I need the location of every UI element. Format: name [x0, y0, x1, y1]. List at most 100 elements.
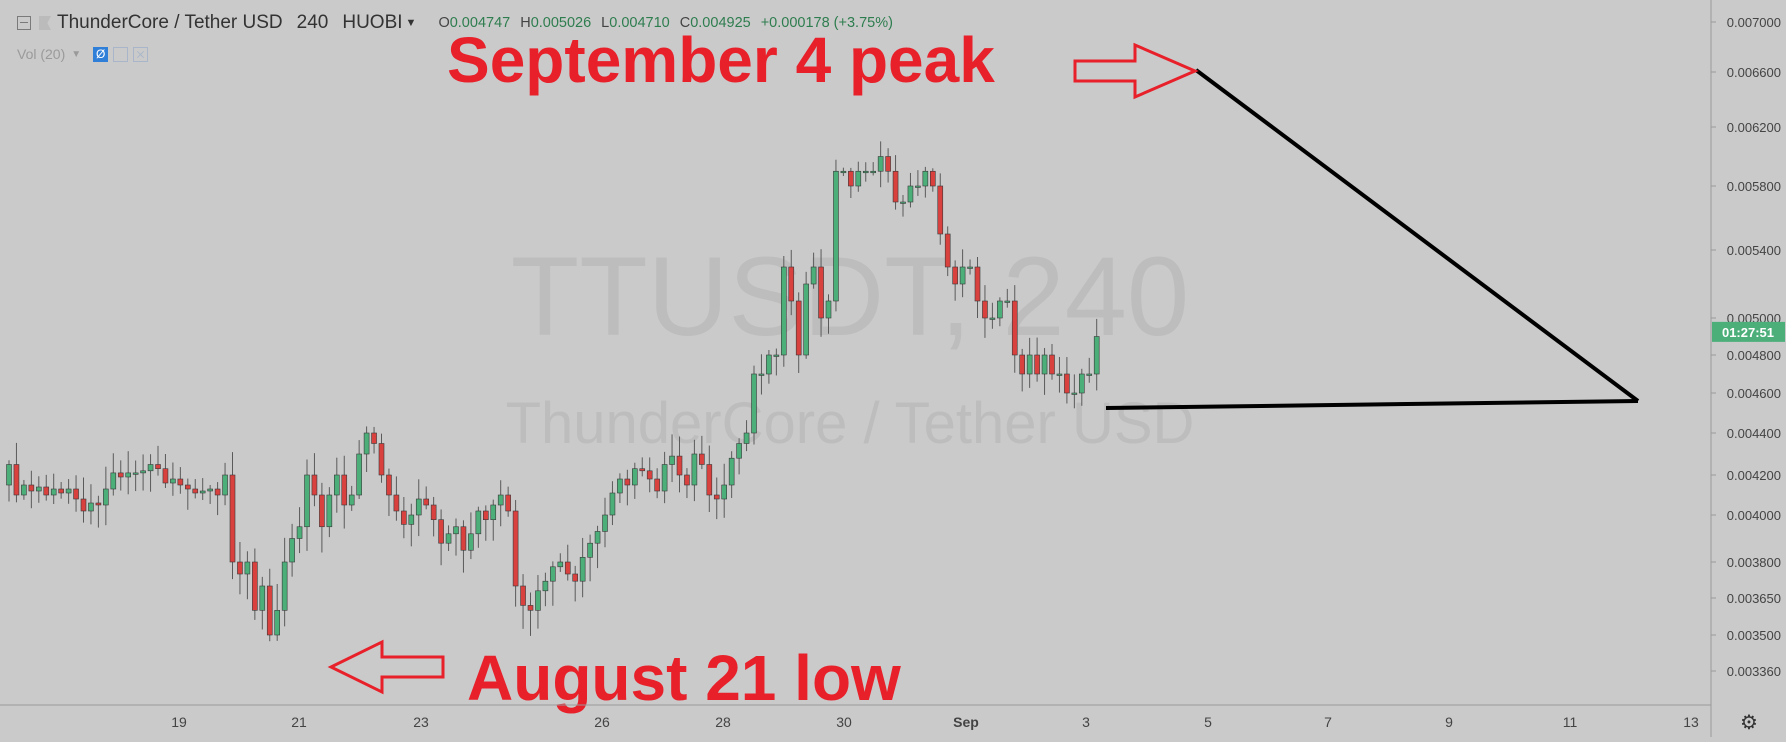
candle-body[interactable]	[80, 498, 87, 512]
candle-body[interactable]	[21, 484, 27, 496]
candle-body[interactable]	[855, 170, 862, 187]
candle-body[interactable]	[840, 170, 847, 174]
candle-body[interactable]	[669, 455, 675, 465]
candle-body[interactable]	[728, 457, 735, 486]
candle-body[interactable]	[959, 266, 966, 285]
candle-body[interactable]	[192, 488, 199, 494]
candle-body[interactable]	[155, 464, 161, 469]
candle-body[interactable]	[1041, 354, 1048, 375]
candle-body[interactable]	[58, 488, 64, 494]
candle-body[interactable]	[877, 156, 884, 172]
candle-body[interactable]	[50, 488, 57, 496]
candle-body[interactable]	[162, 468, 169, 484]
candle-body[interactable]	[527, 605, 534, 611]
candle-body[interactable]	[929, 170, 936, 187]
candle-body[interactable]	[356, 453, 362, 496]
candle-body[interactable]	[870, 170, 877, 174]
candle-body[interactable]	[371, 432, 377, 444]
candle-body[interactable]	[43, 486, 50, 496]
candle-body[interactable]	[177, 478, 184, 486]
candle-body[interactable]	[363, 432, 370, 455]
candle-body[interactable]	[974, 266, 981, 302]
candle-body[interactable]	[594, 531, 601, 544]
candle-body[interactable]	[818, 266, 824, 319]
candle-body[interactable]	[706, 464, 713, 496]
candle-body[interactable]	[1064, 373, 1070, 394]
candle-body[interactable]	[1093, 336, 1100, 375]
candle-body[interactable]	[88, 502, 94, 512]
candle-body[interactable]	[244, 561, 251, 575]
candle-body[interactable]	[453, 526, 459, 535]
candle-body[interactable]	[952, 266, 958, 285]
candle-body[interactable]	[937, 185, 944, 235]
candle-body[interactable]	[967, 266, 973, 269]
candle-body[interactable]	[997, 300, 1003, 319]
candle-body[interactable]	[773, 354, 780, 357]
close-icon[interactable]	[133, 46, 149, 62]
candle-body[interactable]	[348, 494, 355, 506]
candle-body[interactable]	[185, 484, 191, 490]
candle-body[interactable]	[699, 453, 705, 465]
candle-body[interactable]	[311, 474, 318, 496]
candle-body[interactable]	[743, 432, 750, 444]
candle-body[interactable]	[408, 514, 415, 525]
candle-body[interactable]	[833, 170, 839, 302]
candle-body[interactable]	[579, 556, 586, 582]
candle-body[interactable]	[542, 580, 549, 592]
candle-body[interactable]	[445, 533, 452, 544]
candle-body[interactable]	[296, 526, 303, 539]
candle-body[interactable]	[110, 472, 117, 490]
candle-body[interactable]	[572, 573, 579, 582]
candle-body[interactable]	[490, 504, 497, 520]
candle-body[interactable]	[691, 453, 698, 486]
candle-body[interactable]	[982, 300, 988, 319]
candle-body[interactable]	[892, 170, 899, 203]
candle-body[interactable]	[170, 478, 176, 484]
candle-body[interactable]	[266, 585, 273, 636]
candle-body[interactable]	[915, 185, 921, 188]
candle-body[interactable]	[497, 494, 504, 506]
candle-body[interactable]	[1079, 373, 1085, 394]
candle-body[interactable]	[564, 561, 571, 575]
candle-body[interactable]	[795, 300, 802, 356]
candle-body[interactable]	[780, 266, 787, 356]
candle-body[interactable]	[557, 561, 564, 568]
candle-body[interactable]	[229, 474, 236, 563]
candle-body[interactable]	[140, 470, 146, 474]
candle-body[interactable]	[1034, 354, 1040, 375]
candle-body[interactable]	[415, 498, 422, 516]
candle-body[interactable]	[900, 201, 906, 204]
candle-body[interactable]	[535, 590, 541, 611]
candle-body[interactable]	[825, 300, 832, 319]
candle-body[interactable]	[378, 443, 385, 476]
candle-body[interactable]	[252, 561, 258, 611]
settings-icon[interactable]	[113, 46, 129, 62]
candle-body[interactable]	[758, 373, 765, 376]
candle-body[interactable]	[237, 561, 243, 575]
candle-body[interactable]	[460, 526, 467, 551]
candle-body[interactable]	[386, 474, 392, 496]
candle-body[interactable]	[132, 472, 139, 475]
candle-body[interactable]	[676, 455, 683, 476]
candle-body[interactable]	[721, 484, 728, 500]
candle-body[interactable]	[281, 561, 288, 611]
candle-body[interactable]	[199, 490, 206, 494]
candle-body[interactable]	[550, 566, 556, 582]
candle-body[interactable]	[505, 494, 511, 512]
candle-body[interactable]	[602, 514, 608, 532]
candle-body[interactable]	[848, 170, 854, 187]
candle-body[interactable]	[1049, 354, 1055, 375]
candle-body[interactable]	[319, 494, 325, 528]
gear-icon[interactable]: ⚙	[1740, 712, 1758, 734]
candle-body[interactable]	[341, 474, 348, 506]
exchange-label[interactable]: HUOBI	[342, 12, 403, 33]
candle-body[interactable]	[661, 464, 668, 492]
candle-body[interactable]	[631, 468, 638, 486]
candle-body[interactable]	[475, 510, 482, 535]
candle-body[interactable]	[393, 494, 400, 512]
candle-body[interactable]	[289, 538, 295, 563]
candle-body[interactable]	[259, 585, 266, 611]
candle-body[interactable]	[28, 484, 35, 492]
candle-body[interactable]	[95, 502, 102, 506]
